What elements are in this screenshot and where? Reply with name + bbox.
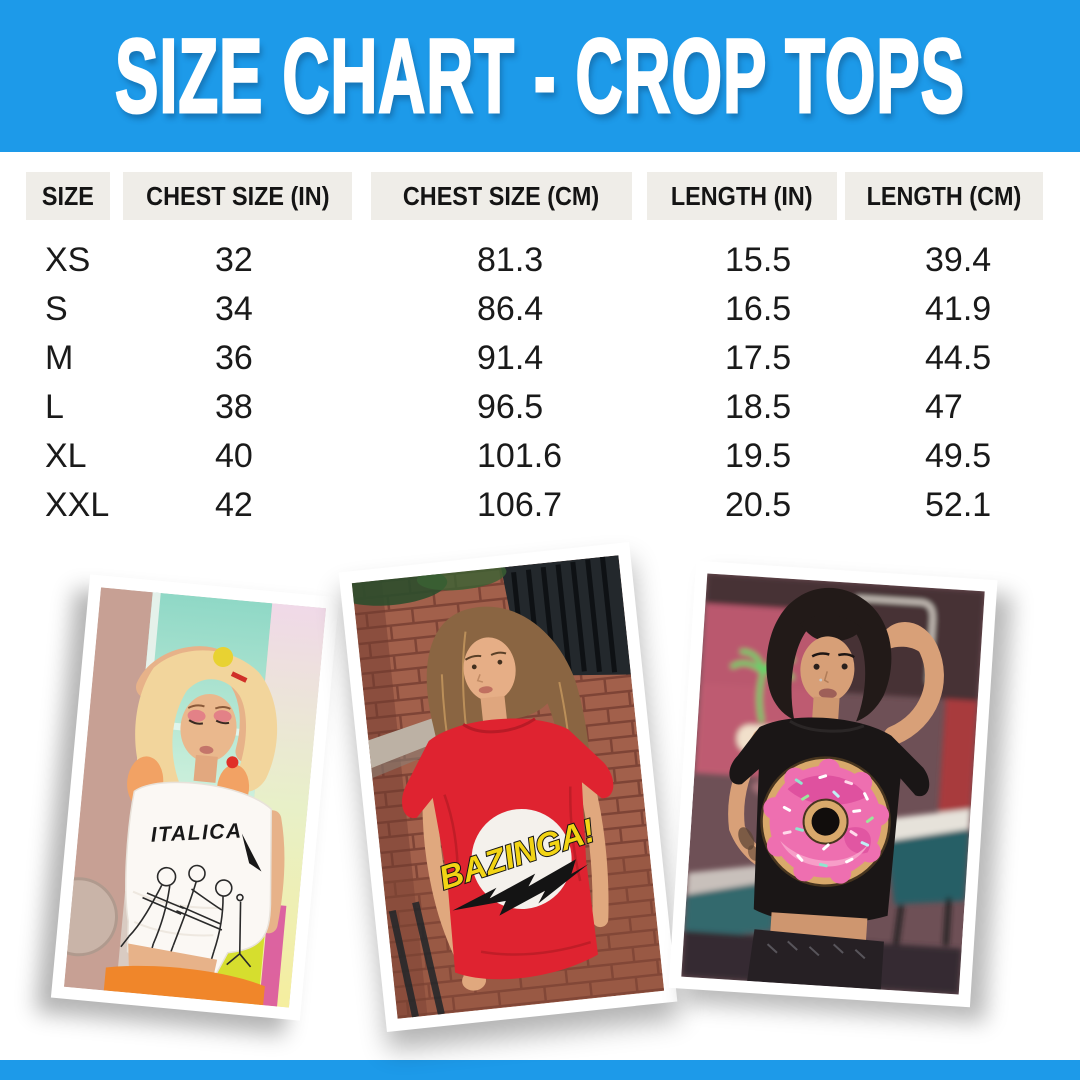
diner-table xyxy=(876,808,971,842)
band-doodle xyxy=(120,864,252,968)
model-face xyxy=(800,636,855,703)
model-photo-donut xyxy=(681,573,985,995)
table-cell: 106.7 xyxy=(477,486,563,524)
table-cell: 17.5 xyxy=(725,339,792,377)
table-cell: 41.9 xyxy=(925,290,992,328)
table-cell: S xyxy=(45,290,68,328)
shirt-text-italica: ITALICA xyxy=(150,819,243,846)
table-cell: XXL xyxy=(45,486,110,524)
table-cell: 81.3 xyxy=(477,241,544,279)
table-cell: 15.5 xyxy=(725,241,792,279)
table-cell: 86.4 xyxy=(477,290,544,328)
table-cell: M xyxy=(45,339,74,377)
photo-red-crop-top: BAZINGA! xyxy=(338,542,678,1032)
table-cell: 16.5 xyxy=(725,290,792,328)
table-cell: 40 xyxy=(215,437,253,475)
chest-in-column: 32 34 36 38 40 42 xyxy=(215,236,253,530)
model-photo-italica: ITALICA xyxy=(63,587,327,1008)
italica-graphic: ITALICA xyxy=(120,819,262,968)
table-cell: 39.4 xyxy=(925,241,992,279)
tattoo xyxy=(738,827,755,850)
donut-sprinkles xyxy=(782,774,874,868)
length-cm-column: 39.4 41.9 44.5 47 49.5 52.1 xyxy=(925,236,991,530)
table-cell: 20.5 xyxy=(725,486,792,524)
model-hair xyxy=(766,587,892,722)
earring xyxy=(226,756,239,769)
table-cell: 49.5 xyxy=(925,437,992,475)
table-cell: 38 xyxy=(215,388,253,426)
size-column: XS S M L XL XXL xyxy=(45,236,109,530)
column-header-length-in: LENGTH (IN) xyxy=(647,172,837,220)
page-title: SIZE CHART - CROP TOPS xyxy=(114,16,965,136)
table-cell: 34 xyxy=(215,290,253,328)
table-cell: 18.5 xyxy=(725,388,792,426)
column-header-size: SIZE xyxy=(26,172,110,220)
donut-graphic xyxy=(760,756,891,887)
photo-black-crop-top xyxy=(668,560,998,1008)
table-cell: XS xyxy=(45,241,91,279)
table-cell: 19.5 xyxy=(725,437,792,475)
model-photo-bazinga: BAZINGA! xyxy=(351,555,665,1019)
hair-scrunchie xyxy=(213,646,234,667)
bazinga-graphic: BAZINGA! xyxy=(433,808,600,916)
column-header-chest-in: CHEST SIZE (IN) xyxy=(123,172,352,220)
orange-skirt xyxy=(103,965,265,1006)
neon-palm-sign xyxy=(729,649,796,723)
chest-cm-column: 81.3 86.4 91.4 96.5 101.6 106.7 xyxy=(477,236,562,530)
table-cell: 42 xyxy=(215,486,253,524)
table-cell: 91.4 xyxy=(477,339,544,377)
bottom-accent-bar xyxy=(0,1060,1080,1080)
photo-white-crop-top: ITALICA xyxy=(50,574,340,1021)
column-header-chest-cm: CHEST SIZE (CM) xyxy=(371,172,632,220)
length-in-column: 15.5 16.5 17.5 18.5 19.5 20.5 xyxy=(725,236,791,530)
table-cell: 52.1 xyxy=(925,486,992,524)
table-cell: 101.6 xyxy=(477,437,563,475)
model-hair xyxy=(135,650,278,798)
table-cell: L xyxy=(45,388,64,426)
table-cell: 96.5 xyxy=(477,388,544,426)
top-banner: SIZE CHART - CROP TOPS xyxy=(0,0,1080,152)
table-cell: 36 xyxy=(215,339,253,377)
table-cell: 32 xyxy=(215,241,253,279)
column-header-length-cm: LENGTH (CM) xyxy=(845,172,1043,220)
table-cell: XL xyxy=(45,437,87,475)
crop-top-white xyxy=(125,781,273,977)
table-cell: 44.5 xyxy=(925,339,992,377)
table-cell: 47 xyxy=(925,388,963,426)
